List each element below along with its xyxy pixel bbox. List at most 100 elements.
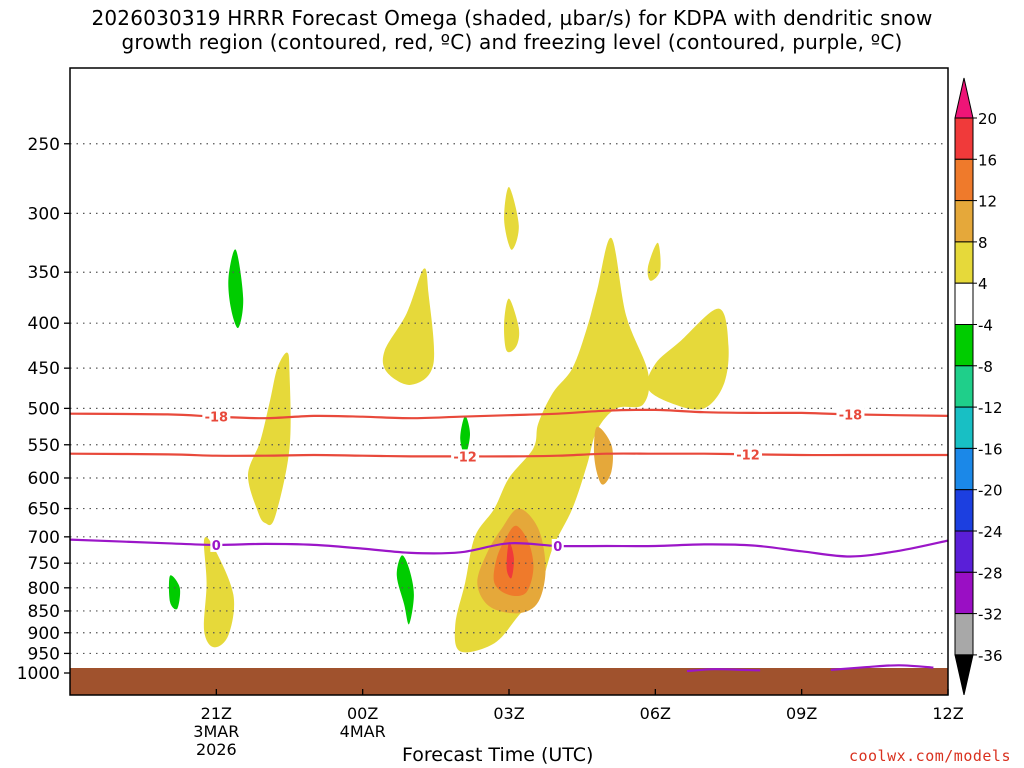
omega-region-3	[203, 536, 235, 648]
omega-region-2	[168, 575, 181, 610]
omega-region-7	[355, 196, 376, 289]
colorbar-label--8: -8	[978, 358, 993, 376]
colorbar-segment-11	[954, 530, 974, 573]
y-tick-label-650: 650	[28, 500, 60, 520]
colorbar-label-4: 4	[978, 275, 988, 293]
colorbar-segment-9	[954, 447, 974, 491]
freezing-level-label-1-2: 0	[553, 540, 562, 555]
colorbar-label-20: 20	[978, 110, 997, 128]
x-tick-label-06Z: 06Z	[640, 704, 671, 723]
x-tick-label-00Z: 00Z	[347, 704, 378, 723]
x-tick-sublabel-4MAR: 4MAR	[340, 722, 386, 741]
freezing-level-line-2	[686, 668, 761, 673]
colorbar-bottom-triangle	[954, 654, 974, 696]
colorbar-segment-7	[954, 365, 974, 408]
colorbar-label-12: 12	[978, 193, 997, 211]
x-axis-title: Forecast Time (UTC)	[402, 744, 594, 766]
freezing-level-line-3	[830, 664, 934, 671]
y-tick-label-600: 600	[28, 469, 60, 489]
colorbar-segment-2	[954, 158, 974, 202]
x-tick-sublabel-2026: 2026	[196, 740, 237, 759]
omega-region-27	[742, 597, 763, 634]
x-tick-sublabel-3MAR: 3MAR	[193, 722, 239, 741]
colorbar-label--4: -4	[978, 317, 993, 335]
omega-region-28	[830, 582, 866, 636]
y-axis: 2503003504004505005506006507007508008509…	[17, 135, 70, 684]
colorbar-segment-5	[954, 282, 974, 326]
omega-region-23	[506, 542, 514, 579]
y-tick-label-300: 300	[28, 204, 60, 224]
colorbar-segment-3	[954, 200, 974, 243]
contour-labels: -18 -18 -12 -12 0 0	[202, 407, 865, 555]
dgz-isotherm-label-1-1: -18	[205, 411, 229, 426]
omega-region-25	[552, 638, 608, 657]
x-tick-label-03Z: 03Z	[493, 704, 524, 723]
chart-title: 2026030319 HRRR Forecast Omega (shaded, …	[0, 6, 1024, 54]
freezing-level-label-bg	[551, 538, 564, 553]
colorbar-segment-10	[954, 489, 974, 532]
x-tick-label-12Z: 12Z	[932, 704, 963, 723]
dgz-isotherm-line-1	[70, 408, 948, 420]
title-line-1: 2026030319 HRRR Forecast Omega (shaded, …	[91, 6, 933, 30]
y-tick-label-350: 350	[28, 263, 60, 283]
y-tick-label-750: 750	[28, 554, 60, 574]
omega-region-16	[550, 210, 566, 287]
colorbar-segment-12	[954, 571, 974, 615]
dgz-isotherm-label-bg	[836, 407, 865, 422]
colorbar-label-16: 16	[978, 151, 997, 169]
omega-region-12	[504, 186, 519, 250]
contour-lines	[70, 408, 948, 673]
colorbar-segment-6	[954, 324, 974, 367]
colorbar-segment-1	[954, 117, 974, 160]
colorbar-label--12: -12	[978, 399, 1003, 417]
omega-region-24	[598, 517, 620, 593]
y-tick-label-450: 450	[28, 359, 60, 379]
omega-region-8	[382, 268, 435, 385]
y-tick-label-900: 900	[28, 624, 60, 644]
dgz-isotherm-label-bg	[451, 449, 480, 464]
y-tick-label-700: 700	[28, 528, 60, 548]
y-tick-label-800: 800	[28, 579, 60, 599]
y-tick-label-550: 550	[28, 436, 60, 456]
omega-region-17	[647, 242, 661, 281]
y-tick-label-950: 950	[28, 644, 60, 664]
colorbar-label--36: -36	[978, 647, 1003, 665]
credit-text: coolwx.com/models	[848, 747, 1011, 765]
omega-region-19	[647, 308, 729, 410]
colorbar-label--24: -24	[978, 523, 1003, 541]
colorbar-label--20: -20	[978, 482, 1003, 500]
y-tick-label-500: 500	[28, 399, 60, 419]
colorbar-segment-13	[954, 613, 974, 656]
freezing-level-label-bg	[210, 537, 223, 552]
x-tick-label-09Z: 09Z	[786, 704, 817, 723]
colorbar-segment-4	[954, 241, 974, 284]
dgz-isotherm-label-bg	[202, 409, 231, 424]
y-tick-label-400: 400	[28, 314, 60, 334]
colorbar-label--28: -28	[978, 564, 1003, 582]
x-tick-label-21Z: 21Z	[201, 704, 232, 723]
colorbar-label-8: 8	[978, 234, 988, 252]
dgz-isotherm-label-bg	[734, 447, 763, 462]
y-tick-label-1000: 1000	[17, 664, 60, 684]
omega-region-11	[501, 68, 517, 99]
colorbar: 20 16 12 8 4 -4 -8 -12 -16 -20 -24 -28 -32 -36	[954, 77, 1003, 696]
y-tick-label-850: 850	[28, 602, 60, 622]
dgz-isotherm-label-2-1: -12	[453, 450, 477, 465]
omega-region-6	[247, 352, 291, 526]
colorbar-segment-8	[954, 406, 974, 449]
colorbar-top-triangle	[954, 77, 974, 119]
freezing-level-label-1-1: 0	[212, 539, 221, 554]
dgz-isotherm-label-2-2: -12	[736, 448, 760, 463]
omega-region-5	[228, 249, 244, 329]
omega-region-10	[396, 555, 414, 625]
colorbar-label--16: -16	[978, 440, 1003, 458]
title-line-2: growth region (contoured, red, ºC) and f…	[121, 30, 903, 54]
dgz-isotherm-label-1-2: -18	[839, 408, 863, 423]
omega-region-20	[593, 426, 613, 485]
y-tick-label-250: 250	[28, 135, 60, 155]
freezing-level-line-1	[70, 538, 948, 558]
colorbar-label--32: -32	[978, 606, 1003, 624]
dgz-isotherm-line-2	[70, 452, 948, 458]
